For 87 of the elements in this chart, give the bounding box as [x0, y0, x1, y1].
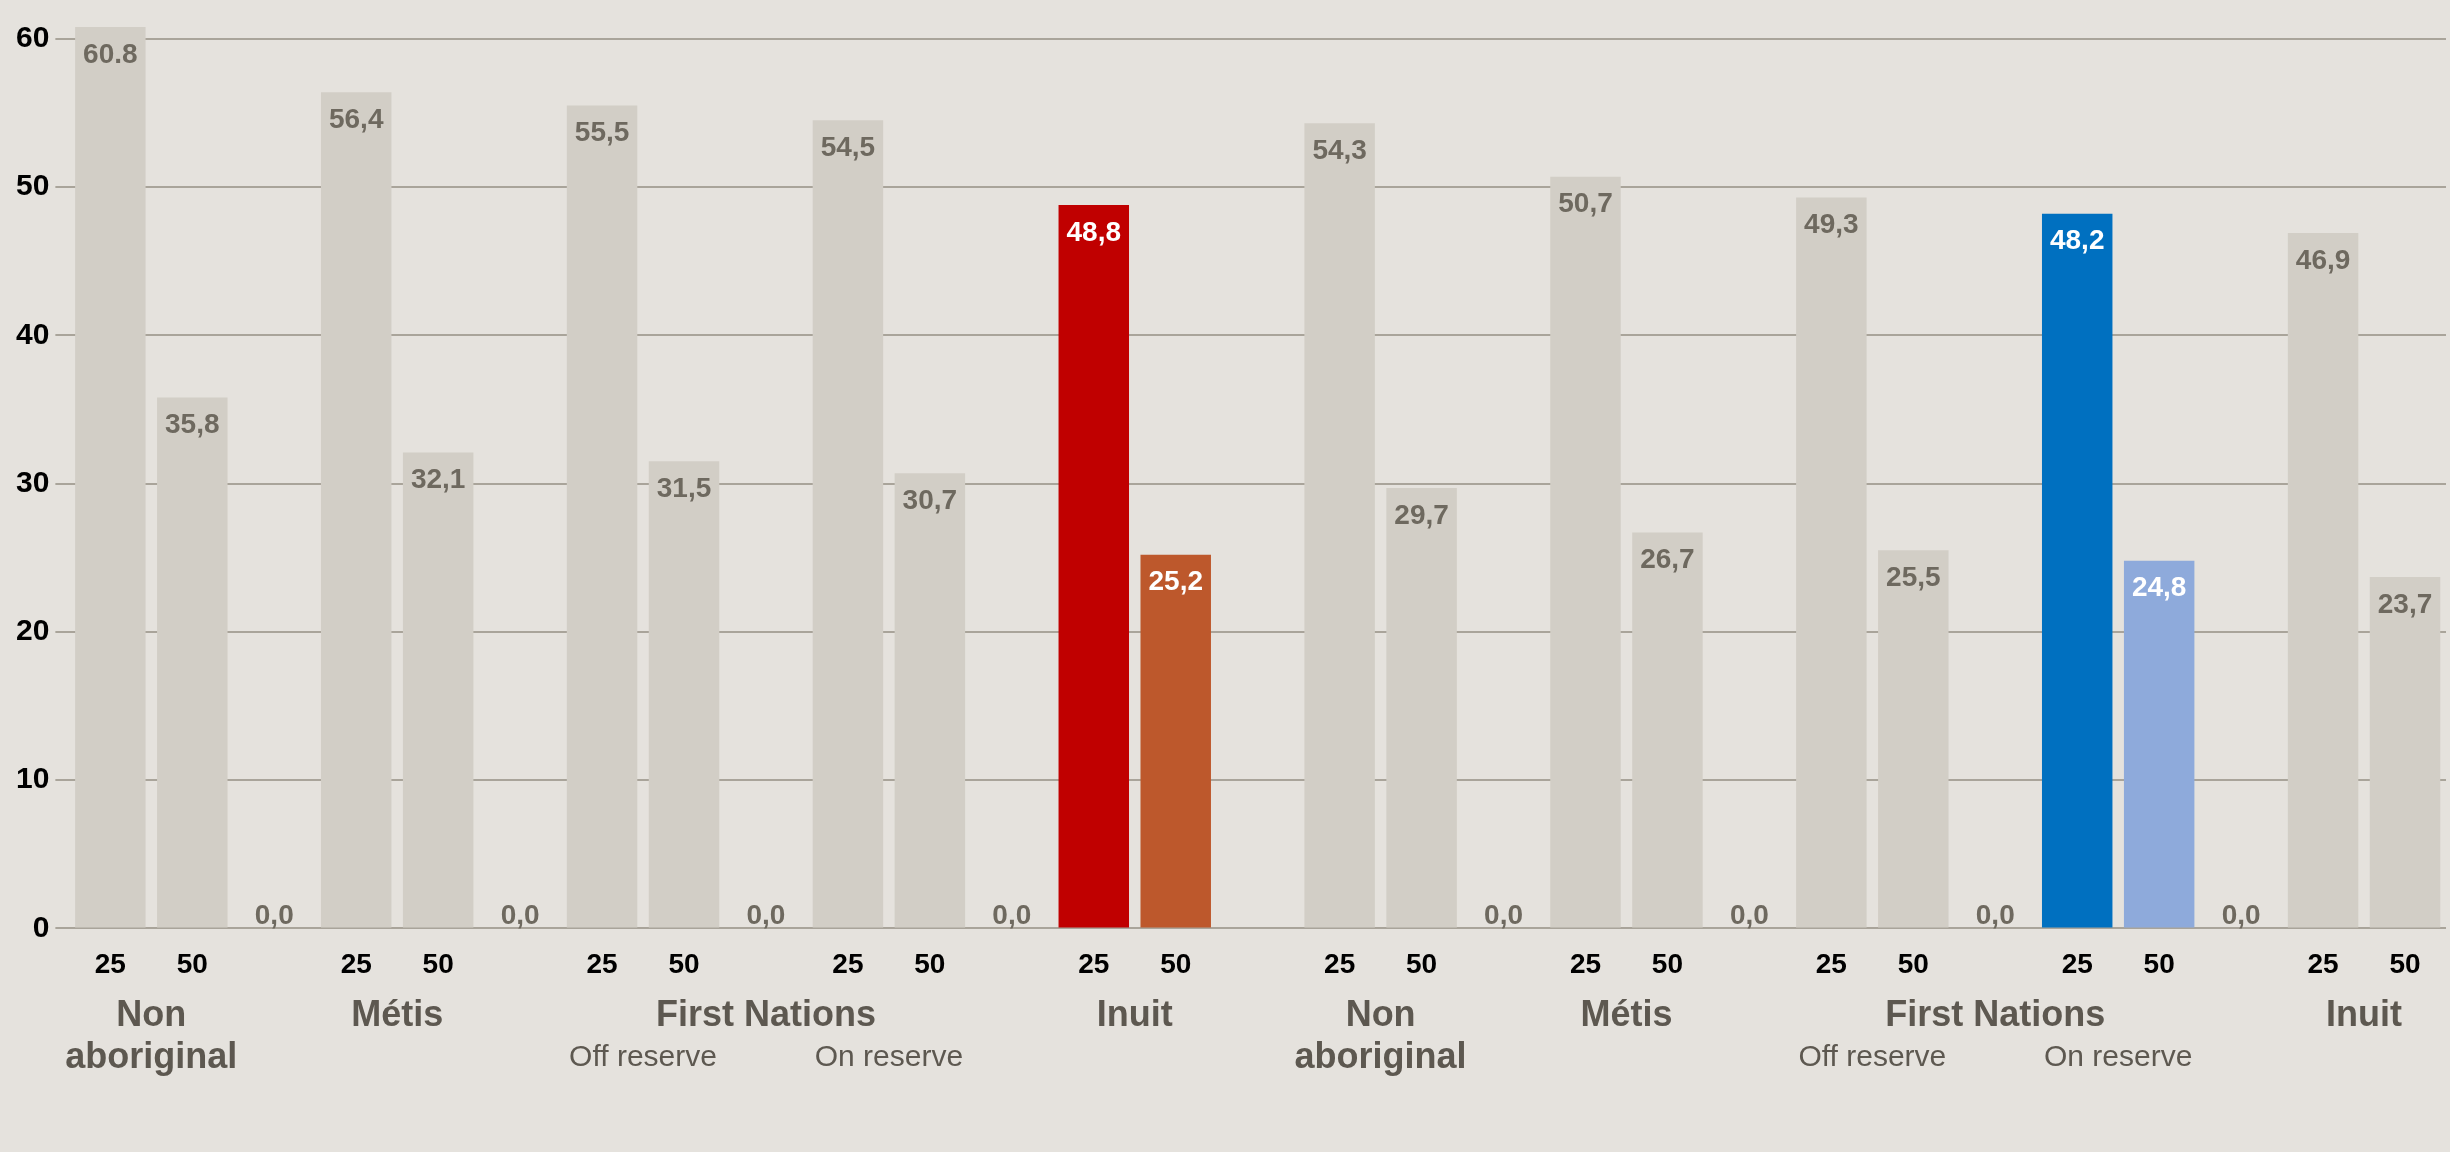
data-label: 48,8: [1066, 215, 1122, 247]
x-tick-label: 25: [586, 947, 618, 979]
bar: [1386, 488, 1457, 928]
x-tick-label: 50: [1897, 947, 1929, 979]
data-label: 54,5: [820, 131, 876, 163]
bar: [1878, 550, 1949, 928]
data-label: 29,7: [1394, 498, 1449, 530]
x-tick-label: 50: [668, 947, 700, 979]
x-tick-label: 50: [176, 947, 208, 979]
bar: [648, 461, 720, 928]
x-tick-label: 25: [2061, 947, 2093, 979]
x-tick-label: 25: [832, 947, 864, 979]
data-label: 0,0: [1729, 899, 1769, 931]
x-tick-label: 50: [422, 947, 454, 979]
data-label: 46,9: [2295, 243, 2351, 275]
bar: [320, 92, 392, 928]
bar: [2369, 577, 2441, 928]
x-tick-label: 25: [340, 947, 372, 979]
data-label: 0,0: [746, 899, 786, 931]
data-label: 60.8: [83, 37, 138, 69]
text: Métis: [1580, 993, 1673, 1035]
x-tick-label: 50: [1160, 947, 1192, 979]
data-label: 30,7: [902, 483, 958, 515]
data-label: 35,8: [165, 408, 220, 440]
data-label: 26,7: [1640, 543, 1695, 575]
data-label: 0,0: [1484, 899, 1524, 931]
data-label: 32,1: [410, 463, 466, 495]
text: Non aboriginal: [65, 993, 238, 1077]
bar: [812, 120, 884, 928]
x-tick-label: 25: [1078, 947, 1110, 979]
y-tick-label: 50: [15, 168, 50, 202]
text: On reserve: [2043, 1038, 2193, 1072]
data-label: 0,0: [2221, 899, 2261, 931]
y-tick-label: 30: [15, 464, 50, 498]
bar: [894, 473, 966, 928]
text: Inuit: [2326, 993, 2403, 1035]
text: On reserve: [814, 1038, 964, 1072]
y-tick-label: 40: [15, 316, 50, 350]
text: Off reserve: [1798, 1038, 1947, 1072]
y-tick-label: 10: [15, 761, 50, 795]
text: Métis: [351, 993, 444, 1035]
bar: [1550, 176, 1621, 928]
x-tick-label: 25: [1569, 947, 1602, 979]
text: Non aboriginal: [1294, 993, 1467, 1077]
data-label: 31,5: [656, 472, 712, 504]
x-tick-label: 50: [2389, 947, 2421, 979]
bar: [157, 397, 228, 928]
bar: [2287, 233, 2359, 928]
bar: [1632, 532, 1703, 928]
data-label: 0,0: [992, 899, 1032, 931]
data-label: 25,2: [1148, 565, 1203, 597]
x-tick-label: 25: [2307, 947, 2339, 979]
bar: [1058, 204, 1130, 928]
y-tick-label: 60: [15, 20, 50, 54]
text: Off reserve: [569, 1038, 717, 1072]
x-tick-label: 50: [914, 947, 946, 979]
data-label: 23,7: [2377, 587, 2433, 619]
x-tick-label: 25: [94, 947, 126, 979]
x-tick-label: 50: [1406, 947, 1438, 979]
text: Inuit: [1096, 993, 1173, 1035]
data-label: 54,3: [1312, 134, 1367, 166]
x-tick-label: 50: [2143, 947, 2175, 979]
data-label: 48,2: [2049, 224, 2105, 256]
data-label: 55,5: [574, 116, 630, 148]
bar: [1304, 123, 1375, 928]
text: First Nations: [655, 993, 876, 1035]
bar: [1796, 197, 1867, 928]
data-label: 50,7: [1558, 187, 1613, 219]
y-tick-label: 20: [15, 613, 50, 647]
data-label: 0,0: [254, 899, 294, 931]
data-label: 0,0: [500, 899, 540, 931]
data-label: 56,4: [328, 102, 384, 134]
x-tick-label: 50: [1651, 947, 1684, 979]
x-tick-label: 25: [1815, 947, 1847, 979]
bar: [2123, 560, 2195, 928]
y-tick-label: 0: [32, 909, 50, 943]
x-tick-label: 25: [1324, 947, 1356, 979]
bar: [1140, 554, 1211, 928]
bar: [566, 105, 638, 928]
data-label: 24,8: [2131, 571, 2187, 603]
text: First Nations: [1885, 993, 2106, 1035]
bar: [75, 26, 146, 928]
data-label: 0,0: [1975, 899, 2015, 931]
data-label: 49,3: [1804, 208, 1859, 240]
bar: [2041, 213, 2113, 928]
bar: [402, 452, 474, 928]
data-label: 25,5: [1886, 561, 1941, 593]
